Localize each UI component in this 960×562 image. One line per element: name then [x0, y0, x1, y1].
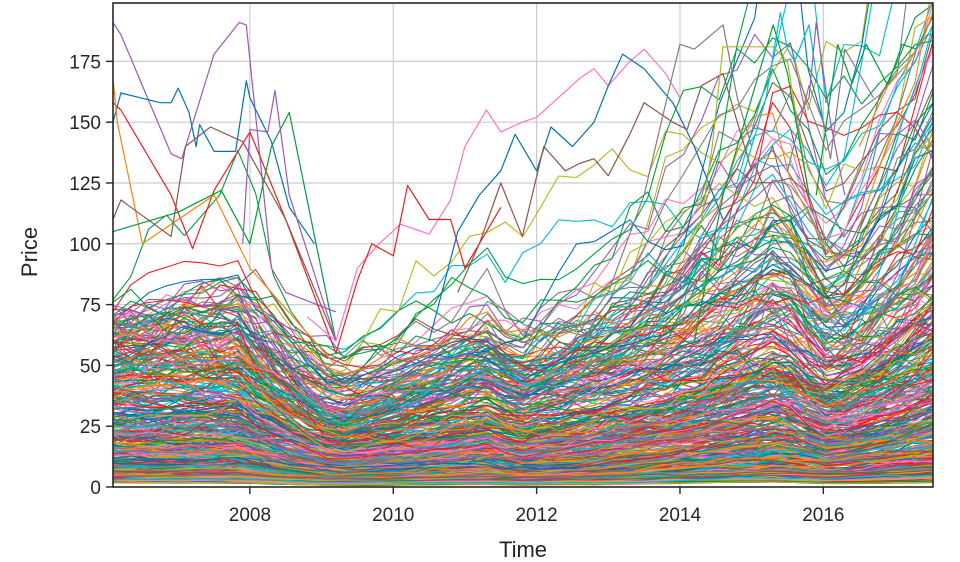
y-tick-label: 50	[80, 356, 101, 377]
series-purple-2008	[242, 90, 337, 342]
series-green-2016	[815, 14, 933, 196]
series-olive-2015	[679, 46, 810, 257]
y-tick-label: 100	[69, 235, 101, 256]
y-axis-label: Price	[17, 227, 42, 277]
series-pink-2010	[306, 48, 681, 342]
series-brown-2012	[457, 72, 753, 293]
price-series-lines	[113, 3, 933, 487]
series-blue-high-2006	[113, 80, 315, 245]
x-axis-label: Time	[499, 537, 547, 562]
y-tick-label: 150	[69, 113, 101, 134]
x-tick-label: 2014	[659, 505, 702, 526]
y-tick-label: 0	[90, 478, 101, 499]
x-tick-label: 2016	[802, 505, 844, 526]
series-gray-2014	[572, 24, 753, 342]
x-tick-label: 2010	[372, 505, 414, 526]
y-tick-label: 25	[80, 417, 101, 438]
y-tick-label: 125	[69, 174, 101, 195]
series-green-2008	[113, 111, 337, 342]
series-brown-2006	[113, 126, 337, 342]
series-cyan-2015	[736, 12, 824, 196]
series-red-2010	[335, 184, 502, 354]
series-blue-2012	[428, 53, 724, 342]
series-green-2015	[693, 24, 810, 342]
plot-frame	[112, 2, 934, 488]
series-orange-2006	[113, 78, 337, 366]
series-cyan-2017	[880, 24, 933, 196]
x-tick-label: 2008	[229, 505, 271, 526]
series-orange-2017	[858, 12, 933, 147]
x-tick-label: 2012	[515, 505, 557, 526]
y-tick-label: 175	[69, 52, 101, 73]
x-axis-ticks: 2008 2010 2012 2014 2016	[229, 487, 844, 526]
y-tick-label: 75	[80, 296, 101, 317]
series-purple-high	[113, 21, 337, 313]
outlier-series-lines	[113, 12, 933, 366]
series-gray-2016	[786, 48, 875, 171]
series-gray-2017	[872, 34, 933, 172]
series-red-2006	[113, 102, 337, 354]
y-axis-ticks: 0 25 50 75 100 125 150 175	[69, 52, 113, 499]
